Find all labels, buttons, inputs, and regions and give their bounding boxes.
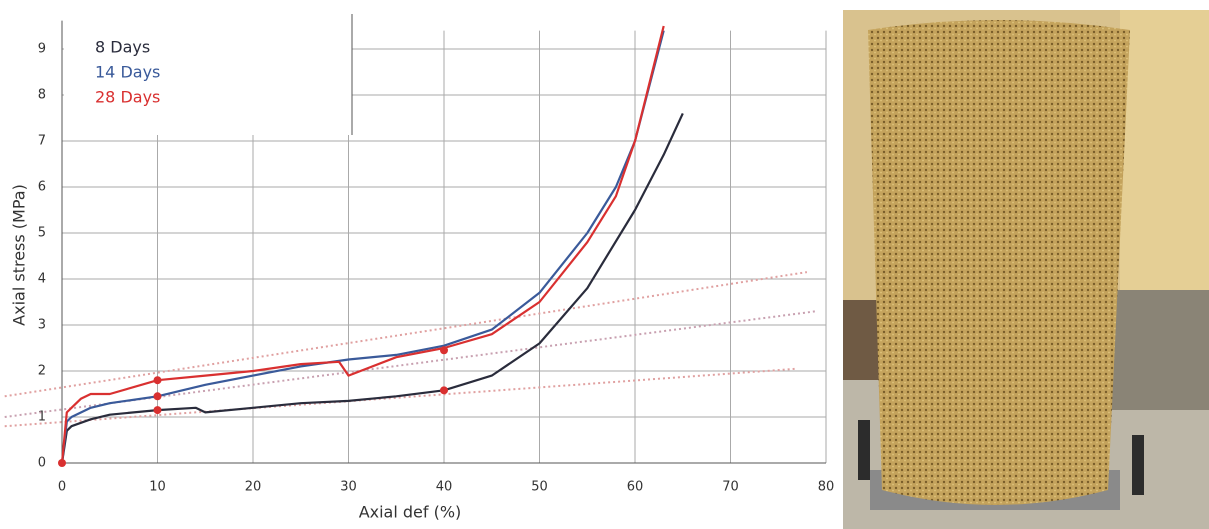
data-point [153,376,162,385]
series-line [60,112,684,464]
x-tick-label: 0 [58,480,66,495]
x-tick-label: 20 [245,480,262,495]
data-point [440,346,448,355]
legend-entry: 28 Days [95,88,160,107]
x-tick-label: 50 [531,480,548,495]
x-tick-label: 80 [818,480,835,495]
legend-box [64,14,352,135]
y-tick-label: 9 [38,42,46,57]
chart: 0 10 20 30 40 50 60 70 80 0 1 2 3 4 5 6 7 8 9 Axial def (%)… [4,14,835,522]
data-point [58,459,66,467]
y-tick-label: 2 [38,364,46,379]
data-point [440,386,448,395]
y-tick-label: 6 [38,180,46,195]
x-axis-label: Axial def (%) [359,503,462,522]
photo [843,10,1209,529]
data-point [153,406,162,415]
y-axis-label: Axial stress (MPa) [10,184,29,326]
y-tick-label: 0 [38,456,46,471]
x-tick-label: 10 [149,480,166,495]
x-tick-label: 70 [722,480,739,495]
y-tick-label: 4 [38,272,46,287]
legend-entry: 8 Days [95,38,150,57]
x-tick-label: 60 [627,480,644,495]
y-tick-label: 5 [38,226,46,241]
y-tick-label: 7 [38,134,46,149]
series-line [60,25,665,464]
y-tick-label: 8 [38,88,46,103]
x-tick-label: 40 [436,480,453,495]
y-tick-label: 1 [38,410,46,425]
data-point [153,392,162,401]
trend-line [4,271,808,398]
legend-entry: 14 Days [95,63,160,82]
x-tick-label: 30 [340,480,357,495]
y-tick-label: 3 [38,318,46,333]
